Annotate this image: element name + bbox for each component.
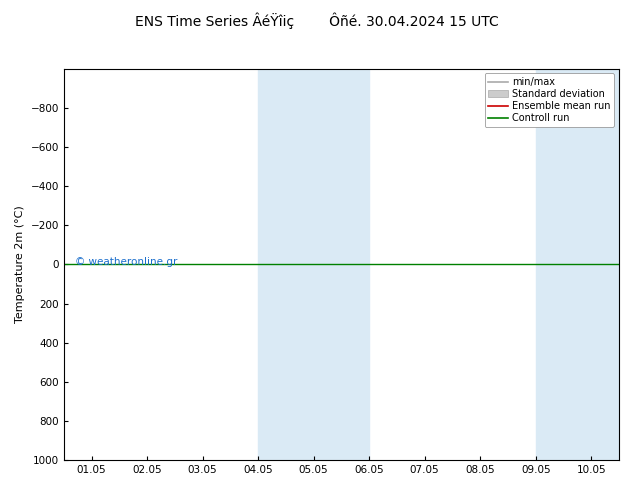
Bar: [258, 69, 369, 460]
Legend: min/max, Standard deviation, Ensemble mean run, Controll run: min/max, Standard deviation, Ensemble me…: [484, 74, 614, 127]
Bar: [536, 69, 619, 460]
Text: © weatheronline.gr: © weatheronline.gr: [75, 257, 178, 268]
Y-axis label: Temperature 2m (°C): Temperature 2m (°C): [15, 205, 25, 323]
Text: ENS Time Series ÂéŸîiç        Ôñé. 30.04.2024 15 UTC: ENS Time Series ÂéŸîiç Ôñé. 30.04.2024 1…: [135, 12, 499, 29]
